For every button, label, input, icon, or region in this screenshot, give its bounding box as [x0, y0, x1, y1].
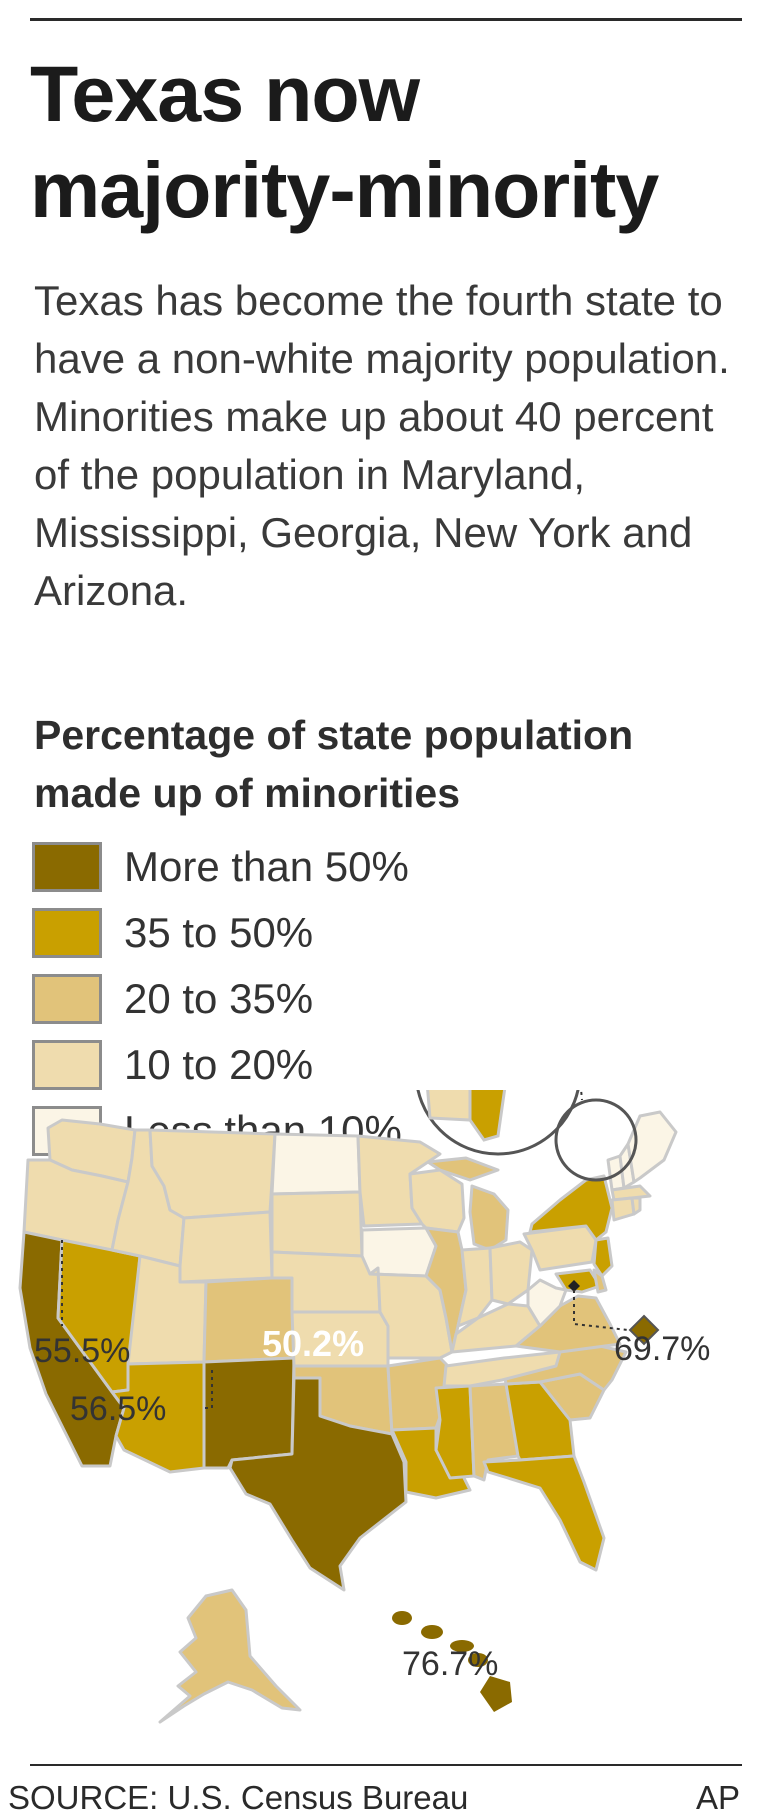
- map-title: Percentage of state population made up o…: [34, 712, 634, 816]
- legend-swatch: [32, 842, 102, 892]
- state-iowa: [360, 1226, 438, 1278]
- state-florida: [482, 1454, 606, 1572]
- bottom-rule: [30, 1764, 742, 1766]
- legend-label: 10 to 20%: [124, 1041, 314, 1088]
- intro-text: Texas has become the fourth state to hav…: [34, 277, 730, 614]
- state-rhode-island: [630, 1196, 642, 1216]
- inset-focus-circle: [554, 1098, 638, 1182]
- state-hawaii-molokai: [450, 1640, 474, 1652]
- state-west-virginia: [526, 1278, 568, 1328]
- dc-label: 69.7%: [614, 1330, 710, 1368]
- state-michigan: [468, 1184, 510, 1252]
- state-wyoming: [178, 1210, 274, 1284]
- state-south-dakota: [270, 1190, 364, 1258]
- legend-label: 35 to 50%: [124, 909, 314, 956]
- state-north-dakota: [270, 1132, 362, 1196]
- inset-pennsylvania: [426, 1090, 472, 1122]
- new-mexico-leader: [204, 1370, 213, 1409]
- state-maryland: [554, 1268, 602, 1294]
- dc-leader: [573, 1290, 629, 1331]
- california-label: 55.5%: [34, 1332, 130, 1370]
- state-hawaii-oahu: [421, 1625, 443, 1639]
- us-map: 55.5% 56.5% 50.2% 69.7% 76.7%: [18, 1090, 710, 1724]
- state-hawaii-maui: [468, 1653, 488, 1667]
- state-maine: [626, 1110, 678, 1184]
- state-texas: [228, 1376, 408, 1592]
- state-ohio: [488, 1240, 534, 1306]
- state-louisiana: [390, 1426, 472, 1500]
- legend-swatch: [32, 908, 102, 958]
- legend-label: 20 to 35%: [124, 975, 314, 1022]
- legend-swatch: [32, 974, 102, 1024]
- northeast-inset: [416, 1090, 580, 1156]
- state-delaware: [592, 1268, 608, 1294]
- state-montana: [148, 1128, 277, 1220]
- state-tennessee: [442, 1350, 562, 1388]
- state-new-jersey: [592, 1236, 614, 1278]
- state-hawaii-kauai: [392, 1611, 412, 1625]
- legend-swatch: [32, 1040, 102, 1090]
- state-alaska: [158, 1588, 302, 1724]
- legend-label: More than 50%: [124, 843, 409, 890]
- texas-label: 50.2%: [262, 1323, 364, 1364]
- top-rule: [30, 18, 742, 21]
- new-mexico-label: 56.5%: [70, 1390, 166, 1428]
- state-mississippi: [434, 1384, 476, 1480]
- hawaii-label: 76.7%: [402, 1645, 498, 1683]
- state-michigan-up: [426, 1156, 500, 1182]
- dc-diamond: [628, 1314, 660, 1346]
- source-credit: SOURCE: U.S. Census Bureau: [8, 1779, 469, 1816]
- state-massachusetts: [610, 1184, 652, 1202]
- inset-new-jersey: [468, 1090, 507, 1142]
- hawaii-islands: [392, 1611, 512, 1712]
- state-connecticut: [610, 1196, 636, 1222]
- state-new-york: [528, 1174, 614, 1242]
- state-hawaii-big-island: [480, 1676, 512, 1712]
- headline: Texas now majority-minority: [30, 49, 659, 234]
- agency-credit: AP: [695, 1779, 740, 1816]
- dc-marker: [568, 1280, 580, 1292]
- state-new-mexico: [202, 1356, 296, 1470]
- inset-leader: [580, 1090, 583, 1101]
